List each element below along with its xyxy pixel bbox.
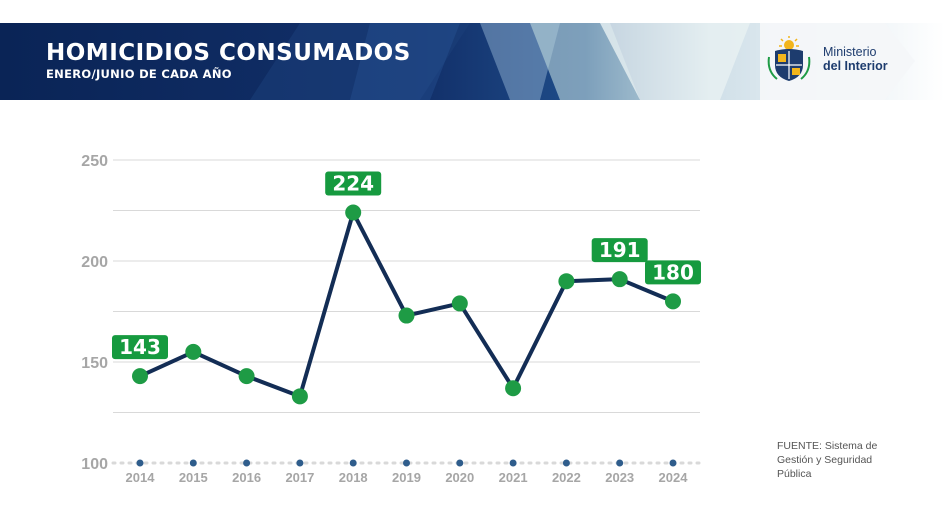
x-tick-marker bbox=[136, 459, 144, 467]
x-tick-label: 2019 bbox=[392, 470, 421, 485]
x-tick-label: 2021 bbox=[499, 470, 528, 485]
data-label: 224 bbox=[332, 172, 374, 196]
x-tick-marker bbox=[562, 459, 570, 467]
data-labels: 143 224 191 180 bbox=[112, 171, 701, 360]
ministry-name-line1: Ministerio bbox=[823, 45, 877, 59]
x-tick-label: 2016 bbox=[232, 470, 261, 485]
x-tick-label: 2014 bbox=[126, 470, 156, 485]
y-tick-label: 200 bbox=[81, 254, 108, 271]
data-label-box bbox=[591, 238, 648, 263]
x-tick-marker bbox=[349, 459, 357, 467]
page-title: HOMICIDIOS CONSUMADOS bbox=[46, 40, 411, 66]
data-point bbox=[185, 343, 202, 360]
data-point bbox=[558, 273, 575, 290]
data-point bbox=[238, 368, 255, 385]
data-label-box bbox=[112, 335, 168, 360]
x-tick-label: 2022 bbox=[552, 470, 581, 485]
x-tick-marker bbox=[669, 459, 677, 467]
data-point bbox=[611, 271, 628, 288]
source-note: FUENTE: Sistema de Gestión y Seguridad P… bbox=[777, 440, 878, 480]
x-tick-marker bbox=[456, 459, 464, 467]
data-label: 143 bbox=[119, 335, 161, 359]
grid-lines bbox=[111, 159, 702, 465]
y-tick-label: 150 bbox=[81, 355, 108, 372]
x-tick-marker bbox=[616, 459, 624, 467]
x-tick-label: 2024 bbox=[659, 470, 689, 485]
y-tick-label: 100 bbox=[81, 456, 108, 473]
data-point bbox=[665, 293, 681, 310]
data-label-box bbox=[645, 260, 701, 285]
x-tick-marker bbox=[189, 459, 197, 467]
data-point bbox=[398, 307, 415, 324]
x-tick-marker bbox=[509, 459, 517, 467]
y-tick-label: 250 bbox=[81, 153, 108, 170]
data-point bbox=[132, 368, 148, 385]
x-tick-label: 2015 bbox=[179, 470, 208, 485]
data-points bbox=[132, 204, 681, 405]
data-point bbox=[451, 295, 468, 312]
data-label-box bbox=[325, 171, 382, 196]
data-point bbox=[505, 380, 522, 397]
y-axis-ticks: 100 150 200 250 bbox=[81, 153, 108, 473]
uruguay-coat-of-arms-icon bbox=[767, 36, 811, 81]
data-label: 191 bbox=[599, 238, 641, 262]
x-tick-label: 2023 bbox=[605, 470, 634, 485]
x-tick-label: 2018 bbox=[339, 470, 368, 485]
x-tick-marker bbox=[403, 459, 410, 467]
data-label: 180 bbox=[652, 260, 694, 284]
x-tick-marker bbox=[296, 459, 304, 467]
data-point bbox=[345, 204, 362, 221]
data-point bbox=[291, 388, 308, 405]
page-subtitle: ENERO/JUNIO DE CADA AÑO bbox=[46, 67, 232, 81]
x-tick-label: 2020 bbox=[445, 470, 474, 485]
x-tick-label: 2017 bbox=[285, 470, 314, 485]
x-tick-marker bbox=[243, 459, 251, 467]
x-axis-ticks: 2014 2015 2016 2017 2018 2019 2020 2021 2022 2023… bbox=[126, 459, 689, 485]
ministry-name-line2: del Interior bbox=[823, 59, 888, 73]
